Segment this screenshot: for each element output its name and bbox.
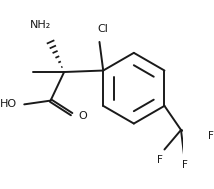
Text: HO: HO: [0, 99, 17, 109]
Text: Cl: Cl: [97, 24, 108, 34]
Text: NH₂: NH₂: [29, 20, 51, 30]
Text: F: F: [208, 131, 214, 141]
Text: F: F: [182, 160, 188, 170]
Text: O: O: [78, 111, 87, 121]
Text: F: F: [157, 155, 163, 165]
